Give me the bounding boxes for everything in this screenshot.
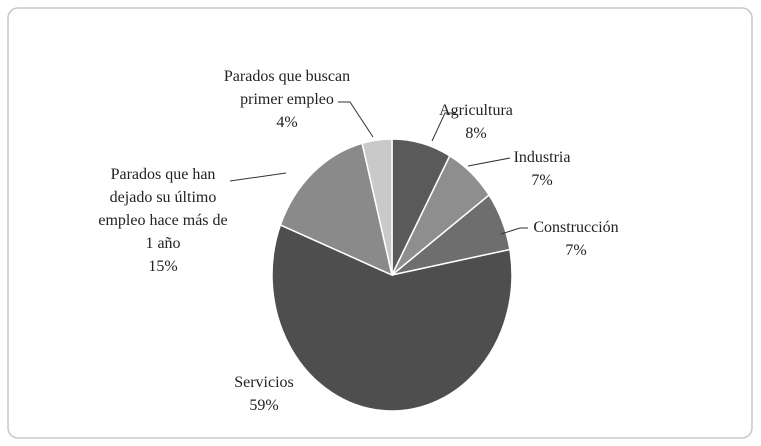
category-label: Servicios [234, 374, 294, 391]
value-label: 15% [148, 258, 178, 275]
leader-line [431, 112, 456, 142]
pie-slice [271, 223, 513, 412]
leader-line [500, 227, 528, 235]
category-label: Industria [513, 149, 571, 166]
category-label: Parados que han dejado su último empleo … [98, 166, 228, 252]
value-label: 7% [531, 172, 553, 189]
value-label: 59% [249, 397, 279, 414]
category-label: Agricultura [439, 102, 513, 119]
slice-label: Construcción 7% [506, 216, 646, 262]
pie-slice [361, 138, 393, 276]
value-label: 4% [276, 114, 298, 131]
category-label: Construcción [533, 219, 619, 236]
slice-label: Servicios 59% [204, 371, 324, 417]
slice-label: Agricultura 8% [416, 99, 536, 145]
slice-label: Industria 7% [482, 146, 602, 192]
value-label: 8% [465, 125, 487, 142]
leader-line [338, 101, 374, 138]
leader-line [229, 172, 287, 182]
slice-label: Parados que han dejado su último empleo … [96, 163, 231, 278]
slice-label: Parados que buscan primer empleo 4% [201, 65, 373, 134]
value-label: 7% [565, 242, 587, 259]
leader-line [467, 157, 511, 167]
category-label: Parados que buscan primer empleo [223, 68, 351, 108]
pie-slice [279, 142, 394, 277]
